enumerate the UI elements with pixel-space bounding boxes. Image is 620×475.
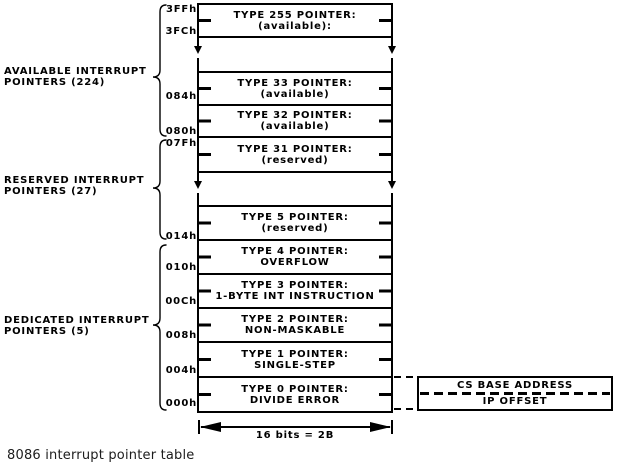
cell-subtitle: (available) (260, 121, 330, 132)
cell-subtitle: 1-BYTE INT INSTRUCTION (215, 291, 375, 302)
diagram-caption: 8086 interrupt pointer table (7, 448, 195, 463)
cell-type-32: TYPE 32 POINTER: (available) (200, 105, 390, 137)
address-label-010h: 010h (165, 262, 197, 273)
break-gap-edges (197, 37, 393, 206)
cell-subtitle: (reserved) (261, 223, 329, 234)
brace-dedicated-group (152, 244, 167, 411)
address-label-3ffh: 3FFh (166, 4, 197, 15)
cell-title: TYPE 1 POINTER: (241, 348, 349, 360)
cell-title: TYPE 3 POINTER: (241, 280, 349, 291)
cell-type-33: TYPE 33 POINTER: (available) (200, 72, 390, 105)
group-label-line: AVAILABLE INTERRUPT (4, 66, 147, 77)
group-label-line: POINTERS (27) (4, 186, 98, 197)
detail-cs-base-address-label: CS BASE ADDRESS (457, 380, 573, 391)
break-arrow-icons (194, 46, 396, 189)
memory-box-type-255 (197, 3, 393, 38)
cell-type-5: TYPE 5 POINTER: (reserved) (200, 206, 390, 240)
memory-table-boxes (197, 3, 393, 413)
address-label-008h: 008h (165, 330, 197, 341)
pointer-detail-box (417, 376, 613, 411)
break-arrow-icon (388, 46, 396, 54)
cell-type-3: TYPE 3 POINTER: 1-BYTE INT INSTRUCTION (200, 274, 390, 308)
cell-type-2: TYPE 2 POINTER: NON-MASKABLE (200, 308, 390, 342)
address-label-004h: 004h (165, 365, 197, 376)
cell-type-0: TYPE 0 POINTER: DIVIDE ERROR (200, 377, 390, 412)
cell-type-255: TYPE 255 POINTER: (available): (200, 4, 390, 37)
cell-title: TYPE 255 POINTER: (233, 9, 357, 21)
address-label-084h: 084h (165, 91, 197, 102)
cell-subtitle: (available) (260, 88, 330, 100)
group-braces (152, 4, 167, 411)
brace-reserved-group (152, 139, 167, 240)
group-label-line: POINTERS (5) (4, 326, 90, 337)
group-label-line: POINTERS (224) (4, 77, 106, 88)
cell-subtitle: SINGLE-STEP (254, 359, 336, 371)
break-arrow-icon (388, 181, 396, 189)
cell-title: TYPE 2 POINTER: (241, 314, 349, 325)
cell-subtitle: DIVIDE ERROR (249, 394, 341, 406)
group-label-reserved: RESERVED INTERRUPT POINTERS (27) (4, 175, 152, 197)
cell-subtitle: (reserved) (261, 154, 329, 166)
cell-title: TYPE 0 POINTER: (241, 383, 349, 395)
group-label-line: DEDICATED INTERRUPT (4, 315, 150, 326)
address-label-00ch: 00Ch (165, 296, 197, 307)
width-arrowheads (200, 422, 391, 432)
group-label-available: AVAILABLE INTERRUPT POINTERS (224) (4, 66, 152, 88)
width-arrow (198, 420, 393, 434)
group-label-line: RESERVED INTERRUPT (4, 175, 145, 186)
left-arrowhead-icon (200, 422, 221, 432)
memory-box-type-0 (197, 376, 393, 413)
break-arrow-icon (194, 46, 202, 54)
cell-title: TYPE 4 POINTER: (241, 246, 349, 257)
address-label-000h: 000h (165, 398, 197, 409)
right-arrowhead-icon (370, 422, 391, 432)
detail-connectors (394, 376, 419, 410)
address-label-080h: 080h (165, 126, 197, 137)
width-label: 16 bits = 2B (255, 430, 335, 441)
cell-title: TYPE 31 POINTER: (237, 143, 353, 155)
cell-subtitle: NON-MASKABLE (244, 325, 346, 336)
cell-title: TYPE 5 POINTER: (241, 212, 349, 223)
cell-type-4: TYPE 4 POINTER: OVERFLOW (200, 240, 390, 274)
cell-title: TYPE 32 POINTER: (237, 110, 353, 121)
address-label-07fh: 07Fh (165, 138, 197, 149)
break-arrow-icon (194, 181, 202, 189)
cell-type-1: TYPE 1 POINTER: SINGLE-STEP (200, 342, 390, 377)
memory-box-type-31 (197, 136, 393, 173)
word-division-ticks (199, 19, 391, 396)
address-label-014h: 014h (165, 231, 197, 242)
brace-available-group (152, 4, 167, 137)
group-label-dedicated: DEDICATED INTERRUPT POINTERS (5) (4, 315, 152, 337)
cell-type-31: TYPE 31 POINTER: (reserved) (200, 137, 390, 172)
cell-subtitle: OVERFLOW (260, 257, 330, 268)
cell-title: TYPE 33 POINTER: (237, 77, 353, 89)
address-label-3fch: 3FCh (165, 26, 197, 37)
detail-ip-offset-label: IP OFFSET (482, 396, 548, 407)
cell-subtitle: (available): (258, 20, 332, 32)
